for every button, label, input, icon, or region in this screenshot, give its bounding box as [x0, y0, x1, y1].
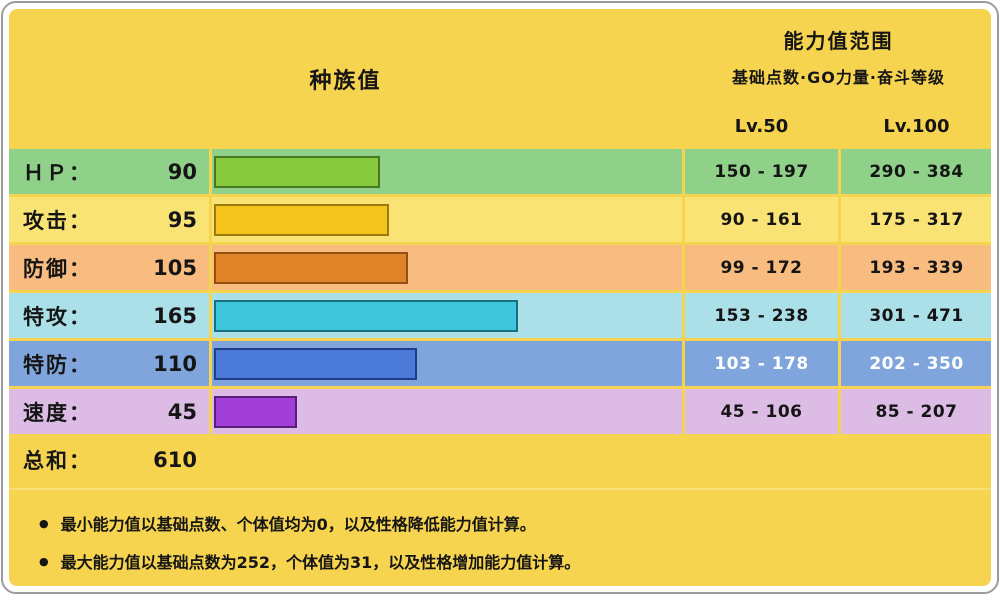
stat-value: 45: [167, 399, 197, 424]
range-subtitle: 基础点数·GO力量·奋斗等级: [732, 68, 945, 87]
total-row: 总和： 610: [9, 437, 991, 482]
stat-bar: [214, 395, 297, 428]
range-lv100: 175 - 317: [841, 197, 991, 242]
base-stats-title: 种族值: [309, 69, 382, 94]
range-lv100: 85 - 207: [841, 389, 991, 434]
col-header-lv50: Lv.50: [734, 115, 789, 137]
range-lv50: 153 - 238: [685, 293, 838, 338]
stat-name: 特攻：: [23, 304, 92, 329]
range-lv100: 301 - 471: [841, 293, 991, 338]
total-value: 610: [153, 447, 197, 472]
footnote-text: 最大能力值以基础点数为252，个体值为31，以及性格增加能力值计算。: [60, 553, 581, 572]
stat-value: 165: [153, 303, 197, 328]
bullet-icon: ●: [39, 516, 49, 530]
stat-bar-cell: [212, 293, 682, 338]
total-lv50-spacer: [685, 437, 838, 482]
stat-name: ＨＰ：: [23, 160, 92, 185]
stat-row-speed: 速度： 45 45 - 106 85 - 207: [9, 389, 991, 434]
range-lv50: 150 - 197: [685, 149, 838, 194]
stat-name: 防御：: [23, 256, 92, 281]
table-header: 种族值 能力值范围 基础点数·GO力量·奋斗等级 Lv.50 Lv.100: [9, 11, 991, 147]
stat-row-hp: ＨＰ： 90 150 - 197 290 - 384: [9, 149, 991, 194]
range-title: 能力值范围: [783, 29, 894, 53]
stat-value: 90: [167, 159, 197, 184]
level-columns-header: Lv.50 Lv.100: [685, 105, 991, 147]
stat-bar: [214, 347, 417, 380]
stat-row-sp-defense: 特防： 110 103 - 178 202 - 350: [9, 341, 991, 386]
stat-rows: ＨＰ： 90 150 - 197 290 - 384 攻击： 95 90 - 1…: [9, 149, 991, 434]
stat-value: 95: [167, 207, 197, 232]
stat-row-sp-attack: 特攻： 165 153 - 238 301 - 471: [9, 293, 991, 338]
footnote-max: ● 最大能力值以基础点数为252，个体值为31，以及性格增加能力值计算。: [39, 542, 971, 580]
total-label-cell: 总和： 610: [9, 437, 209, 482]
stat-bar: [214, 203, 390, 236]
stat-bar-cell: [212, 341, 682, 386]
range-lv50: 99 - 172: [685, 245, 838, 290]
footnotes: ● 最小能力值以基础点数、个体值均为0，以及性格降低能力值计算。 ● 最大能力值…: [9, 488, 991, 580]
stat-label-cell: 攻击： 95: [9, 197, 209, 242]
stat-bar-cell: [212, 149, 682, 194]
stat-bar-cell: [212, 389, 682, 434]
stat-label-cell: 特防： 110: [9, 341, 209, 386]
range-lv100: 193 - 339: [841, 245, 991, 290]
range-header: 能力值范围 基础点数·GO力量·奋斗等级 Lv.50 Lv.100: [685, 11, 991, 147]
stat-row-attack: 攻击： 95 90 - 161 175 - 317: [9, 197, 991, 242]
footnote-text: 最小能力值以基础点数、个体值均为0，以及性格降低能力值计算。: [60, 515, 536, 534]
bullet-icon: ●: [39, 554, 49, 568]
stat-label-cell: 防御： 105: [9, 245, 209, 290]
total-lv100-spacer: [841, 437, 991, 482]
range-lv100: 202 - 350: [841, 341, 991, 386]
total-bar-spacer: [212, 437, 682, 482]
range-lv50: 90 - 161: [685, 197, 838, 242]
stat-bar: [214, 251, 408, 284]
col-header-lv100: Lv.100: [883, 115, 950, 137]
range-lv50: 103 - 178: [685, 341, 838, 386]
stat-name: 特防：: [23, 352, 92, 377]
stat-name: 攻击：: [23, 208, 92, 233]
range-lv50: 45 - 106: [685, 389, 838, 434]
stat-value: 105: [153, 255, 197, 280]
stat-bar-cell: [212, 197, 682, 242]
stat-row-defense: 防御： 105 99 - 172 193 - 339: [9, 245, 991, 290]
stat-value: 110: [153, 351, 197, 376]
stat-name: 速度：: [23, 400, 92, 425]
total-label: 总和：: [23, 448, 92, 473]
footnote-min: ● 最小能力值以基础点数、个体值均为0，以及性格降低能力值计算。: [39, 504, 971, 542]
stat-bar-cell: [212, 245, 682, 290]
range-lv100: 290 - 384: [841, 149, 991, 194]
stat-label-cell: ＨＰ： 90: [9, 149, 209, 194]
stat-bar: [214, 155, 380, 188]
stat-label-cell: 特攻： 165: [9, 293, 209, 338]
stats-card-content: 种族值 能力值范围 基础点数·GO力量·奋斗等级 Lv.50 Lv.100 ＨＰ…: [9, 9, 991, 586]
stat-label-cell: 速度： 45: [9, 389, 209, 434]
stat-bar: [214, 299, 519, 332]
